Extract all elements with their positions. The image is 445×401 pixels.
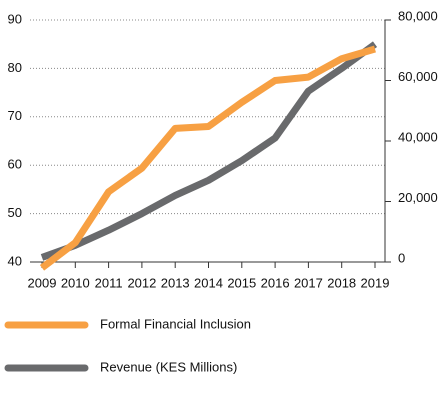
y-tick-label: 70 — [8, 108, 22, 123]
y2-tick-label: 80,000 — [398, 8, 438, 23]
y-tick-label: 90 — [8, 11, 22, 26]
x-tick-label: 2018 — [327, 275, 356, 290]
x-tick-label: 2017 — [294, 275, 323, 290]
data-line — [40, 41, 378, 261]
x-tick-label: 2015 — [227, 275, 256, 290]
y-tick-label: 80 — [8, 60, 22, 75]
y2-tick-label: 60,000 — [398, 69, 438, 84]
y-tick-label: 50 — [8, 205, 22, 220]
legend-label: Formal Financial Inclusion — [100, 316, 251, 331]
y2-tick-label: 0 — [398, 250, 405, 265]
legend-label: Revenue (KES Millions) — [100, 359, 237, 374]
x-tick-label: 2016 — [261, 275, 290, 290]
y-tick-label: 40 — [8, 253, 22, 268]
y-tick-label: 60 — [8, 157, 22, 172]
x-tick-label: 2013 — [161, 275, 190, 290]
x-tick-label: 2009 — [28, 275, 57, 290]
data-line — [39, 45, 376, 271]
y2-tick-label: 20,000 — [398, 190, 438, 205]
x-tick-label: 2012 — [127, 275, 156, 290]
x-tick-label: 2010 — [61, 275, 90, 290]
x-tick-label: 2014 — [194, 275, 223, 290]
x-tick-label: 2011 — [95, 275, 123, 290]
y2-tick-label: 40,000 — [398, 129, 438, 144]
x-tick-label: 2019 — [361, 275, 390, 290]
